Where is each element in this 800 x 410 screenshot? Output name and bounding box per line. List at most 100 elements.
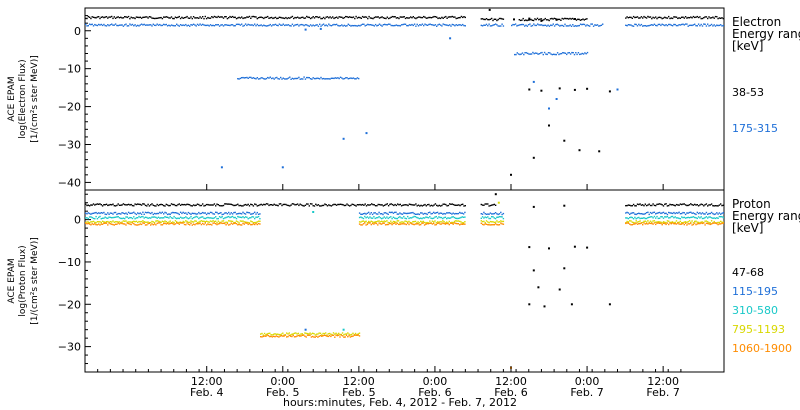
series-point [458,204,460,206]
series-point [645,204,648,207]
series-point [248,222,251,224]
series-point [388,211,391,213]
series-point [334,24,336,26]
series-point [189,212,191,215]
series-point [642,25,644,27]
series-point [382,222,384,224]
series-point [243,223,245,225]
series-point [400,16,403,18]
series-point [242,25,244,27]
series-point [212,220,214,222]
series-point [455,217,457,219]
series-point [795,204,796,205]
series-point [220,222,222,224]
series-point [247,211,249,214]
series-point [297,332,300,335]
series-point [387,223,389,226]
series-point [304,328,307,331]
series-point [577,25,579,27]
series-point [670,215,672,218]
series-point [257,222,260,225]
series-point [385,17,387,20]
series-point [643,205,645,207]
series-point [491,216,493,218]
series-point [211,204,213,206]
series-point [189,217,191,219]
series-point [185,224,187,226]
series-point [207,203,209,206]
series-point [286,17,288,20]
series-point [283,334,285,336]
series-point [213,203,216,205]
series-point [221,220,223,222]
series-point [534,18,536,20]
series-point [361,203,364,206]
series-point [229,223,231,226]
series-point [592,25,595,27]
series-point [723,220,724,223]
series-point [88,223,91,225]
series-point [374,217,376,220]
series-point [105,217,108,219]
series-point [681,222,683,224]
series-point [666,205,669,207]
series-point [269,17,271,19]
series-point [239,77,242,80]
series-point [256,205,258,207]
series-point [90,221,92,223]
series-point [484,223,486,225]
series-point [671,221,674,223]
series-point [797,203,798,204]
series-point [371,217,374,219]
series-point [635,213,637,216]
series-point [449,24,451,26]
series-point [372,17,374,20]
legend-entry-38-53: 38-53 [732,86,764,99]
series-point [377,24,379,26]
series-point [400,213,402,215]
series-point [301,333,303,335]
series-point [456,17,459,19]
series-point [695,220,697,222]
series-point [725,203,726,204]
series-point [285,203,287,206]
series-point [226,203,229,205]
series-point [627,222,630,224]
series-point [728,217,729,218]
series-point [234,216,236,219]
series-point [531,24,534,27]
series-point [661,23,663,25]
series-point [317,336,319,338]
series-point [278,23,281,25]
series-point [150,24,152,26]
series-point [388,216,391,219]
series-point [528,53,530,55]
series-point [147,221,149,223]
series-point [536,17,539,20]
series-point [293,78,295,80]
series-point [526,25,528,27]
series-point [222,220,225,222]
series-point [444,213,447,215]
series-point [176,17,178,19]
series-point [372,203,374,206]
series-point [332,24,334,26]
series-point [460,24,463,27]
series-point [439,17,442,20]
series-point [215,223,217,225]
series-point [96,218,99,220]
series-point [544,24,547,26]
x-tick-label-date-6: Feb. 7 [646,386,679,399]
series-point [423,15,425,18]
series-point [299,17,301,19]
series-point [295,24,297,26]
series-point [335,77,338,79]
series-point [790,205,791,206]
series-point [573,53,576,56]
series-point [358,216,361,219]
series-point [668,220,670,222]
series-point [383,222,385,224]
series-point [395,204,398,207]
series-point [578,24,580,27]
series-point [391,203,394,206]
